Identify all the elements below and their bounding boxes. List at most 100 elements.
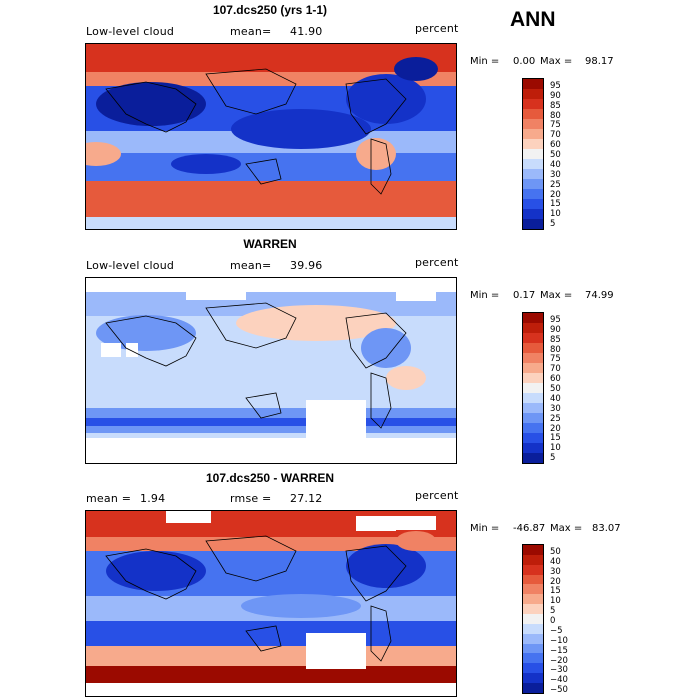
colorbar-segment <box>523 189 543 199</box>
colorbar-segment <box>523 683 543 693</box>
colorbar-segment <box>523 333 543 343</box>
colorbar-segment <box>523 413 543 423</box>
colorbar-tick-label: 50 <box>550 384 561 395</box>
colorbar-segment <box>523 323 543 333</box>
colorbar-segment <box>523 594 543 605</box>
panel-3-min-value: -46.87 <box>513 523 546 534</box>
panel-2-mean-label: mean= <box>230 259 272 272</box>
colorbar-segment <box>523 614 543 624</box>
panel-1-min-label: Min = <box>470 56 500 67</box>
colorbar-tick-label: 70 <box>550 130 561 141</box>
colorbar-segment <box>523 199 543 209</box>
colorbar-segment <box>523 119 543 129</box>
colorbar-segment <box>523 89 543 99</box>
panel-1-variable-label: Low-level cloud <box>86 25 175 38</box>
panel-2-mean-value: 39.96 <box>290 259 323 272</box>
colorbar-tick-label: −40 <box>550 675 568 686</box>
colorbar-segment <box>523 673 543 684</box>
colorbar-segment <box>523 169 543 179</box>
colorbar-segment <box>523 129 543 139</box>
colorbar-segment <box>523 373 543 383</box>
colorbar-tick-label: 40 <box>550 556 561 567</box>
colorbar-tick-label: 80 <box>550 110 561 121</box>
colorbar-segment <box>523 604 543 615</box>
colorbar-tick-label: 30 <box>550 566 561 577</box>
colorbar-tick-label: 40 <box>550 393 561 404</box>
colorbar-tick-label: 30 <box>550 403 561 414</box>
colorbar-tick-label: 25 <box>550 413 561 424</box>
colorbar-tick-label: 60 <box>550 374 561 385</box>
colorbar-segment <box>523 554 543 565</box>
colorbar-segment <box>523 574 543 585</box>
colorbar-tick-label: 95 <box>550 315 561 325</box>
colorbar-segment <box>523 313 543 323</box>
colorbar-tick-label: −10 <box>550 635 568 646</box>
colorbar-segment <box>523 433 543 443</box>
panel-1-mean-value: 41.90 <box>290 25 323 38</box>
colorbar-segment <box>523 159 543 169</box>
colorbar-tick-label: 20 <box>550 189 561 200</box>
colorbar-tick-label: 20 <box>550 423 561 434</box>
panel-3-map <box>85 510 457 697</box>
panel-2-variable-label: Low-level cloud <box>86 259 175 272</box>
season-label: ANN <box>510 8 556 31</box>
colorbar-tick-label: 70 <box>550 364 561 375</box>
colorbar-tick-label: 0 <box>550 616 556 627</box>
colorbar-tick-label: 95 <box>550 81 561 91</box>
colorbar-segment <box>523 363 543 373</box>
panel-3-mean-value: 1.94 <box>140 492 166 505</box>
colorbar-tick-label: 5 <box>550 453 556 464</box>
colorbar-tick-label: −20 <box>550 655 568 666</box>
panel-1-min-value: 0.00 <box>513 56 536 67</box>
colorbar-segment <box>523 653 543 664</box>
colorbar-tick-label: 85 <box>550 334 561 345</box>
colorbar-tick-label: −50 <box>550 685 568 696</box>
colorbar-segment <box>523 403 543 413</box>
colorbar-tick-label: 50 <box>550 150 561 161</box>
panel-2-max-label: Max = <box>540 290 573 301</box>
colorbar-tick-label: 60 <box>550 140 561 151</box>
colorbar-tick-label: 10 <box>550 596 561 607</box>
panel-3-colorbar <box>522 544 544 694</box>
panel-1-colorbar <box>522 78 544 230</box>
panel-2-colorbar <box>522 312 544 464</box>
panel-3-units: percent <box>415 489 459 502</box>
colorbar-tick-label: 5 <box>550 606 556 617</box>
panel-1-max-value: 98.17 <box>585 56 614 67</box>
colorbar-tick-label: 15 <box>550 433 561 444</box>
panel-3-min-label: Min = <box>470 523 500 534</box>
colorbar-tick-label: 85 <box>550 100 561 111</box>
panel-2-title: WARREN <box>243 237 297 251</box>
colorbar-tick-label: 30 <box>550 169 561 180</box>
colorbar-tick-label: 15 <box>550 199 561 210</box>
colorbar-tick-label: 10 <box>550 443 561 454</box>
colorbar-segment <box>523 663 543 674</box>
colorbar-tick-label: 5 <box>550 219 556 230</box>
colorbar-tick-label: 90 <box>550 90 561 101</box>
panel-2-min-label: Min = <box>470 290 500 301</box>
panel-2-map <box>85 277 457 464</box>
colorbar-segment <box>523 643 543 654</box>
colorbar-segment <box>523 545 543 555</box>
colorbar-tick-label: −30 <box>550 665 568 676</box>
panel-3-rmse-value: 27.12 <box>290 492 323 505</box>
colorbar-segment <box>523 109 543 119</box>
colorbar-segment <box>523 353 543 363</box>
colorbar-tick-label: 50 <box>550 547 561 557</box>
colorbar-segment <box>523 343 543 353</box>
panel-2-units: percent <box>415 256 459 269</box>
colorbar-segment <box>523 564 543 575</box>
colorbar-tick-label: −15 <box>550 645 568 656</box>
panel-3-rmse-label: rmse = <box>230 492 272 505</box>
panel-1-map <box>85 43 457 230</box>
colorbar-segment <box>523 139 543 149</box>
panel-1-title: 107.dcs250 (yrs 1-1) <box>212 3 328 17</box>
colorbar-segment <box>523 443 543 453</box>
panel-2-max-value: 74.99 <box>585 290 614 301</box>
colorbar-tick-label: −5 <box>550 625 563 636</box>
colorbar-segment <box>523 219 543 229</box>
colorbar-tick-label: 25 <box>550 179 561 190</box>
colorbar-tick-label: 75 <box>550 120 561 131</box>
panel-1-max-label: Max = <box>540 56 573 67</box>
colorbar-segment <box>523 209 543 219</box>
